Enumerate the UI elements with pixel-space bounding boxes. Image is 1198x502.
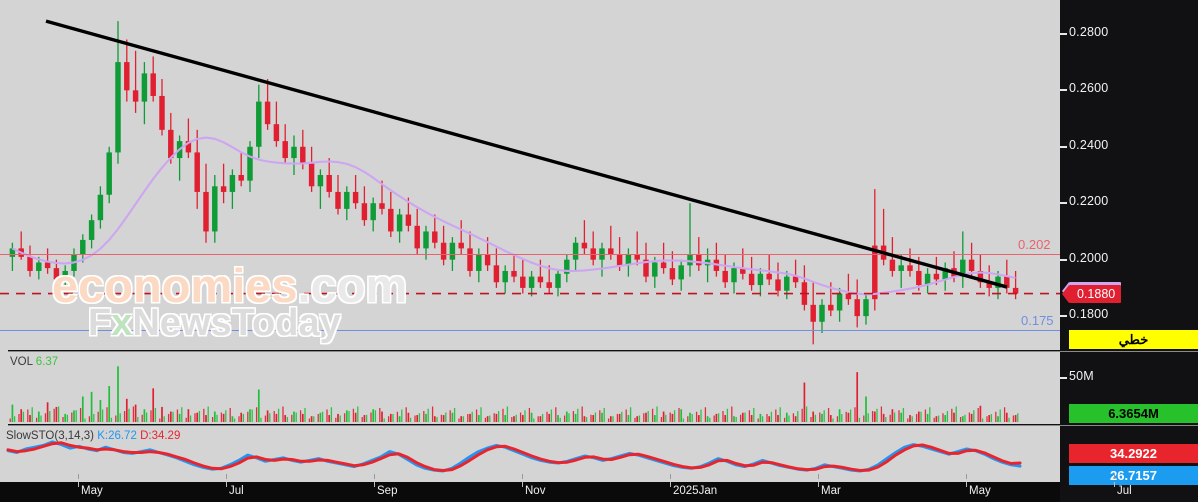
stochastic-x-tick	[670, 474, 671, 479]
x-axis-label: 2025Jan	[673, 485, 718, 497]
stochastic-legend-name: SlowSTO(3,14,3)	[6, 430, 94, 442]
stochastic-k-tag[interactable]: 26.7157	[1069, 466, 1198, 485]
x-axis-label: Sep	[377, 485, 398, 497]
trendline-layer[interactable]	[0, 0, 1060, 350]
x-axis-label: May	[969, 485, 991, 497]
stochastic-d-legend: D:34.29	[140, 430, 181, 442]
y-tick-dash	[1060, 145, 1067, 148]
stochastic-x-tick	[226, 474, 227, 479]
resistance-line[interactable]	[0, 254, 1060, 256]
stochastic-x-tick	[78, 474, 79, 479]
x-axis-label: Nov	[525, 485, 546, 497]
x-axis-tick	[1114, 482, 1115, 487]
left-gutter	[0, 0, 8, 482]
y-tick-label: 0.1800	[1069, 307, 1109, 322]
stochastic-k-legend: K:26.72	[97, 430, 137, 442]
x-axis-tick	[818, 482, 819, 487]
last-price-dashed-line	[0, 292, 1060, 295]
x-axis-panel[interactable]	[0, 482, 1060, 502]
y-tick-label: 0.2600	[1069, 81, 1109, 96]
volume-stochastic-separator	[8, 425, 1060, 426]
resistance-level-label: 0.202	[1018, 237, 1051, 253]
x-axis-tick	[670, 482, 671, 487]
volume-tick-dash	[1060, 377, 1067, 379]
x-axis-tick	[78, 482, 79, 487]
support-line[interactable]	[0, 330, 1060, 332]
y-tick-label: 0.2200	[1069, 194, 1109, 209]
y-tick-dash	[1060, 315, 1067, 318]
x-axis-tick	[226, 482, 227, 487]
stochastic-lines-layer	[6, 440, 1022, 473]
y-tick-label: 0.2000	[1069, 250, 1109, 265]
stochastic-d-tag[interactable]: 34.2922	[1069, 444, 1198, 463]
scale-separator-2	[1060, 425, 1198, 426]
volume-legend: VOL 6.37	[10, 356, 58, 368]
stochastic-x-tick	[374, 474, 375, 479]
price-volume-separator	[8, 351, 1060, 352]
x-axis-tick	[374, 482, 375, 487]
x-axis-label: Jul	[229, 485, 244, 497]
x-axis-tick	[522, 482, 523, 487]
volume-legend-value: 6.37	[35, 356, 59, 368]
stochastic-x-tick	[522, 474, 523, 479]
price-series-layer	[9, 21, 1019, 345]
stochastic-legend: SlowSTO(3,14,3) K:26.72 D:34.29	[6, 430, 180, 442]
x-axis-tick	[966, 482, 967, 487]
scale-separator-1	[1060, 351, 1198, 352]
support-level-label: 0.175	[1021, 313, 1054, 329]
stochastic-x-tick	[818, 474, 819, 479]
x-axis-label: May	[81, 485, 103, 497]
volume-legend-name: VOL	[10, 356, 33, 368]
x-axis-label: Jul	[1117, 485, 1132, 497]
y-tick-label: 0.2400	[1069, 137, 1109, 152]
y-tick-dash	[1060, 32, 1067, 35]
y-tick-dash	[1060, 258, 1067, 261]
y-tick-label: 0.2800	[1069, 24, 1109, 39]
y-tick-dash	[1060, 202, 1067, 205]
volume-bars-layer	[9, 366, 1019, 422]
volume-current-tag[interactable]: 6.3654M	[1069, 404, 1198, 423]
y-tick-dash	[1060, 89, 1067, 92]
price-scale-column[interactable]: 0.2800 0.2600 0.2400 0.2200 0.2000 0.1800 0.1…	[1060, 0, 1198, 502]
scale-mode-button[interactable]: خطي	[1069, 330, 1198, 349]
stochastic-x-tick	[1114, 474, 1115, 479]
x-axis-label: Mar	[821, 485, 841, 497]
last-price-tag[interactable]: 0.1880	[1061, 284, 1122, 303]
volume-tick-label: 50M	[1069, 369, 1094, 383]
stochastic-x-tick	[966, 474, 967, 479]
